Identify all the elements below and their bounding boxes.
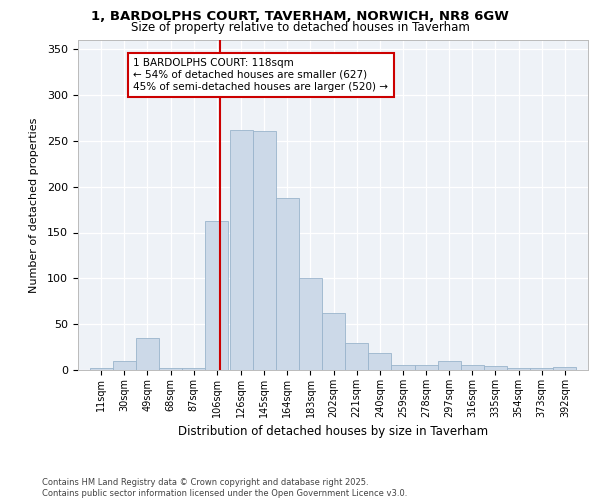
Text: 1, BARDOLPHS COURT, TAVERHAM, NORWICH, NR8 6GW: 1, BARDOLPHS COURT, TAVERHAM, NORWICH, N…	[91, 10, 509, 23]
Bar	[530, 368, 553, 370]
Bar	[205, 220, 229, 370]
Bar	[484, 366, 507, 370]
Bar	[391, 364, 415, 370]
Bar	[182, 368, 205, 370]
Y-axis label: Number of detached properties: Number of detached properties	[29, 118, 39, 292]
Bar	[553, 367, 577, 370]
Bar	[253, 130, 276, 370]
Bar	[136, 338, 159, 370]
Text: Contains HM Land Registry data © Crown copyright and database right 2025.
Contai: Contains HM Land Registry data © Crown c…	[42, 478, 407, 498]
Bar	[345, 342, 368, 370]
Bar	[276, 198, 299, 370]
Bar	[368, 352, 391, 370]
Text: 1 BARDOLPHS COURT: 118sqm
← 54% of detached houses are smaller (627)
45% of semi: 1 BARDOLPHS COURT: 118sqm ← 54% of detac…	[133, 58, 388, 92]
X-axis label: Distribution of detached houses by size in Taverham: Distribution of detached houses by size …	[178, 426, 488, 438]
Bar	[415, 364, 437, 370]
Bar	[299, 278, 322, 370]
Bar	[89, 368, 113, 370]
Bar	[322, 313, 345, 370]
Bar	[230, 130, 253, 370]
Text: Size of property relative to detached houses in Taverham: Size of property relative to detached ho…	[131, 21, 469, 34]
Bar	[461, 364, 484, 370]
Bar	[507, 368, 530, 370]
Bar	[113, 361, 136, 370]
Bar	[159, 368, 182, 370]
Bar	[437, 361, 461, 370]
